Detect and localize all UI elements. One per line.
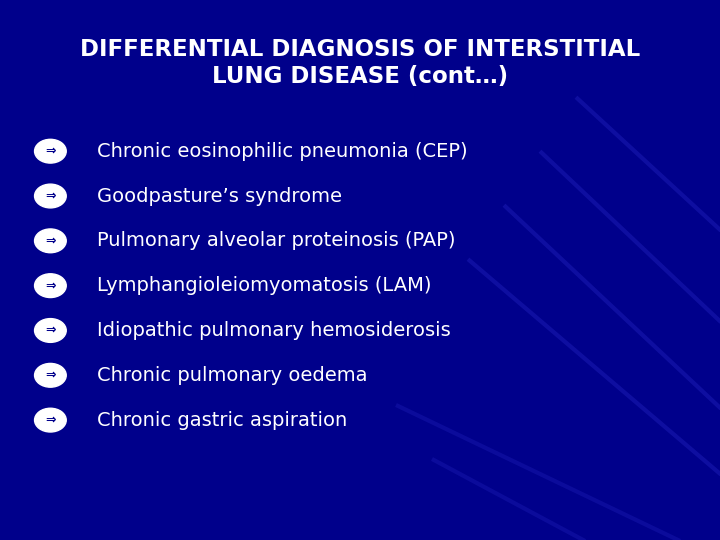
Circle shape (35, 363, 66, 387)
Text: ⇒: ⇒ (45, 369, 55, 382)
Text: ⇒: ⇒ (45, 234, 55, 247)
Circle shape (35, 184, 66, 208)
Circle shape (35, 274, 66, 298)
Text: Pulmonary alveolar proteinosis (PAP): Pulmonary alveolar proteinosis (PAP) (97, 231, 456, 251)
Text: ⇒: ⇒ (45, 145, 55, 158)
Text: Idiopathic pulmonary hemosiderosis: Idiopathic pulmonary hemosiderosis (97, 321, 451, 340)
Circle shape (35, 139, 66, 163)
Text: ⇒: ⇒ (45, 324, 55, 337)
Text: Goodpasture’s syndrome: Goodpasture’s syndrome (97, 186, 342, 206)
Text: Chronic gastric aspiration: Chronic gastric aspiration (97, 410, 348, 430)
Text: Chronic eosinophilic pneumonia (CEP): Chronic eosinophilic pneumonia (CEP) (97, 141, 468, 161)
Text: ⇒: ⇒ (45, 279, 55, 292)
Text: Chronic pulmonary oedema: Chronic pulmonary oedema (97, 366, 368, 385)
Circle shape (35, 408, 66, 432)
Circle shape (35, 319, 66, 342)
Text: Lymphangioleiomyomatosis (LAM): Lymphangioleiomyomatosis (LAM) (97, 276, 432, 295)
Circle shape (35, 229, 66, 253)
Text: ⇒: ⇒ (45, 414, 55, 427)
Text: DIFFERENTIAL DIAGNOSIS OF INTERSTITIAL
LUNG DISEASE (cont…): DIFFERENTIAL DIAGNOSIS OF INTERSTITIAL L… (80, 38, 640, 89)
Text: ⇒: ⇒ (45, 190, 55, 202)
